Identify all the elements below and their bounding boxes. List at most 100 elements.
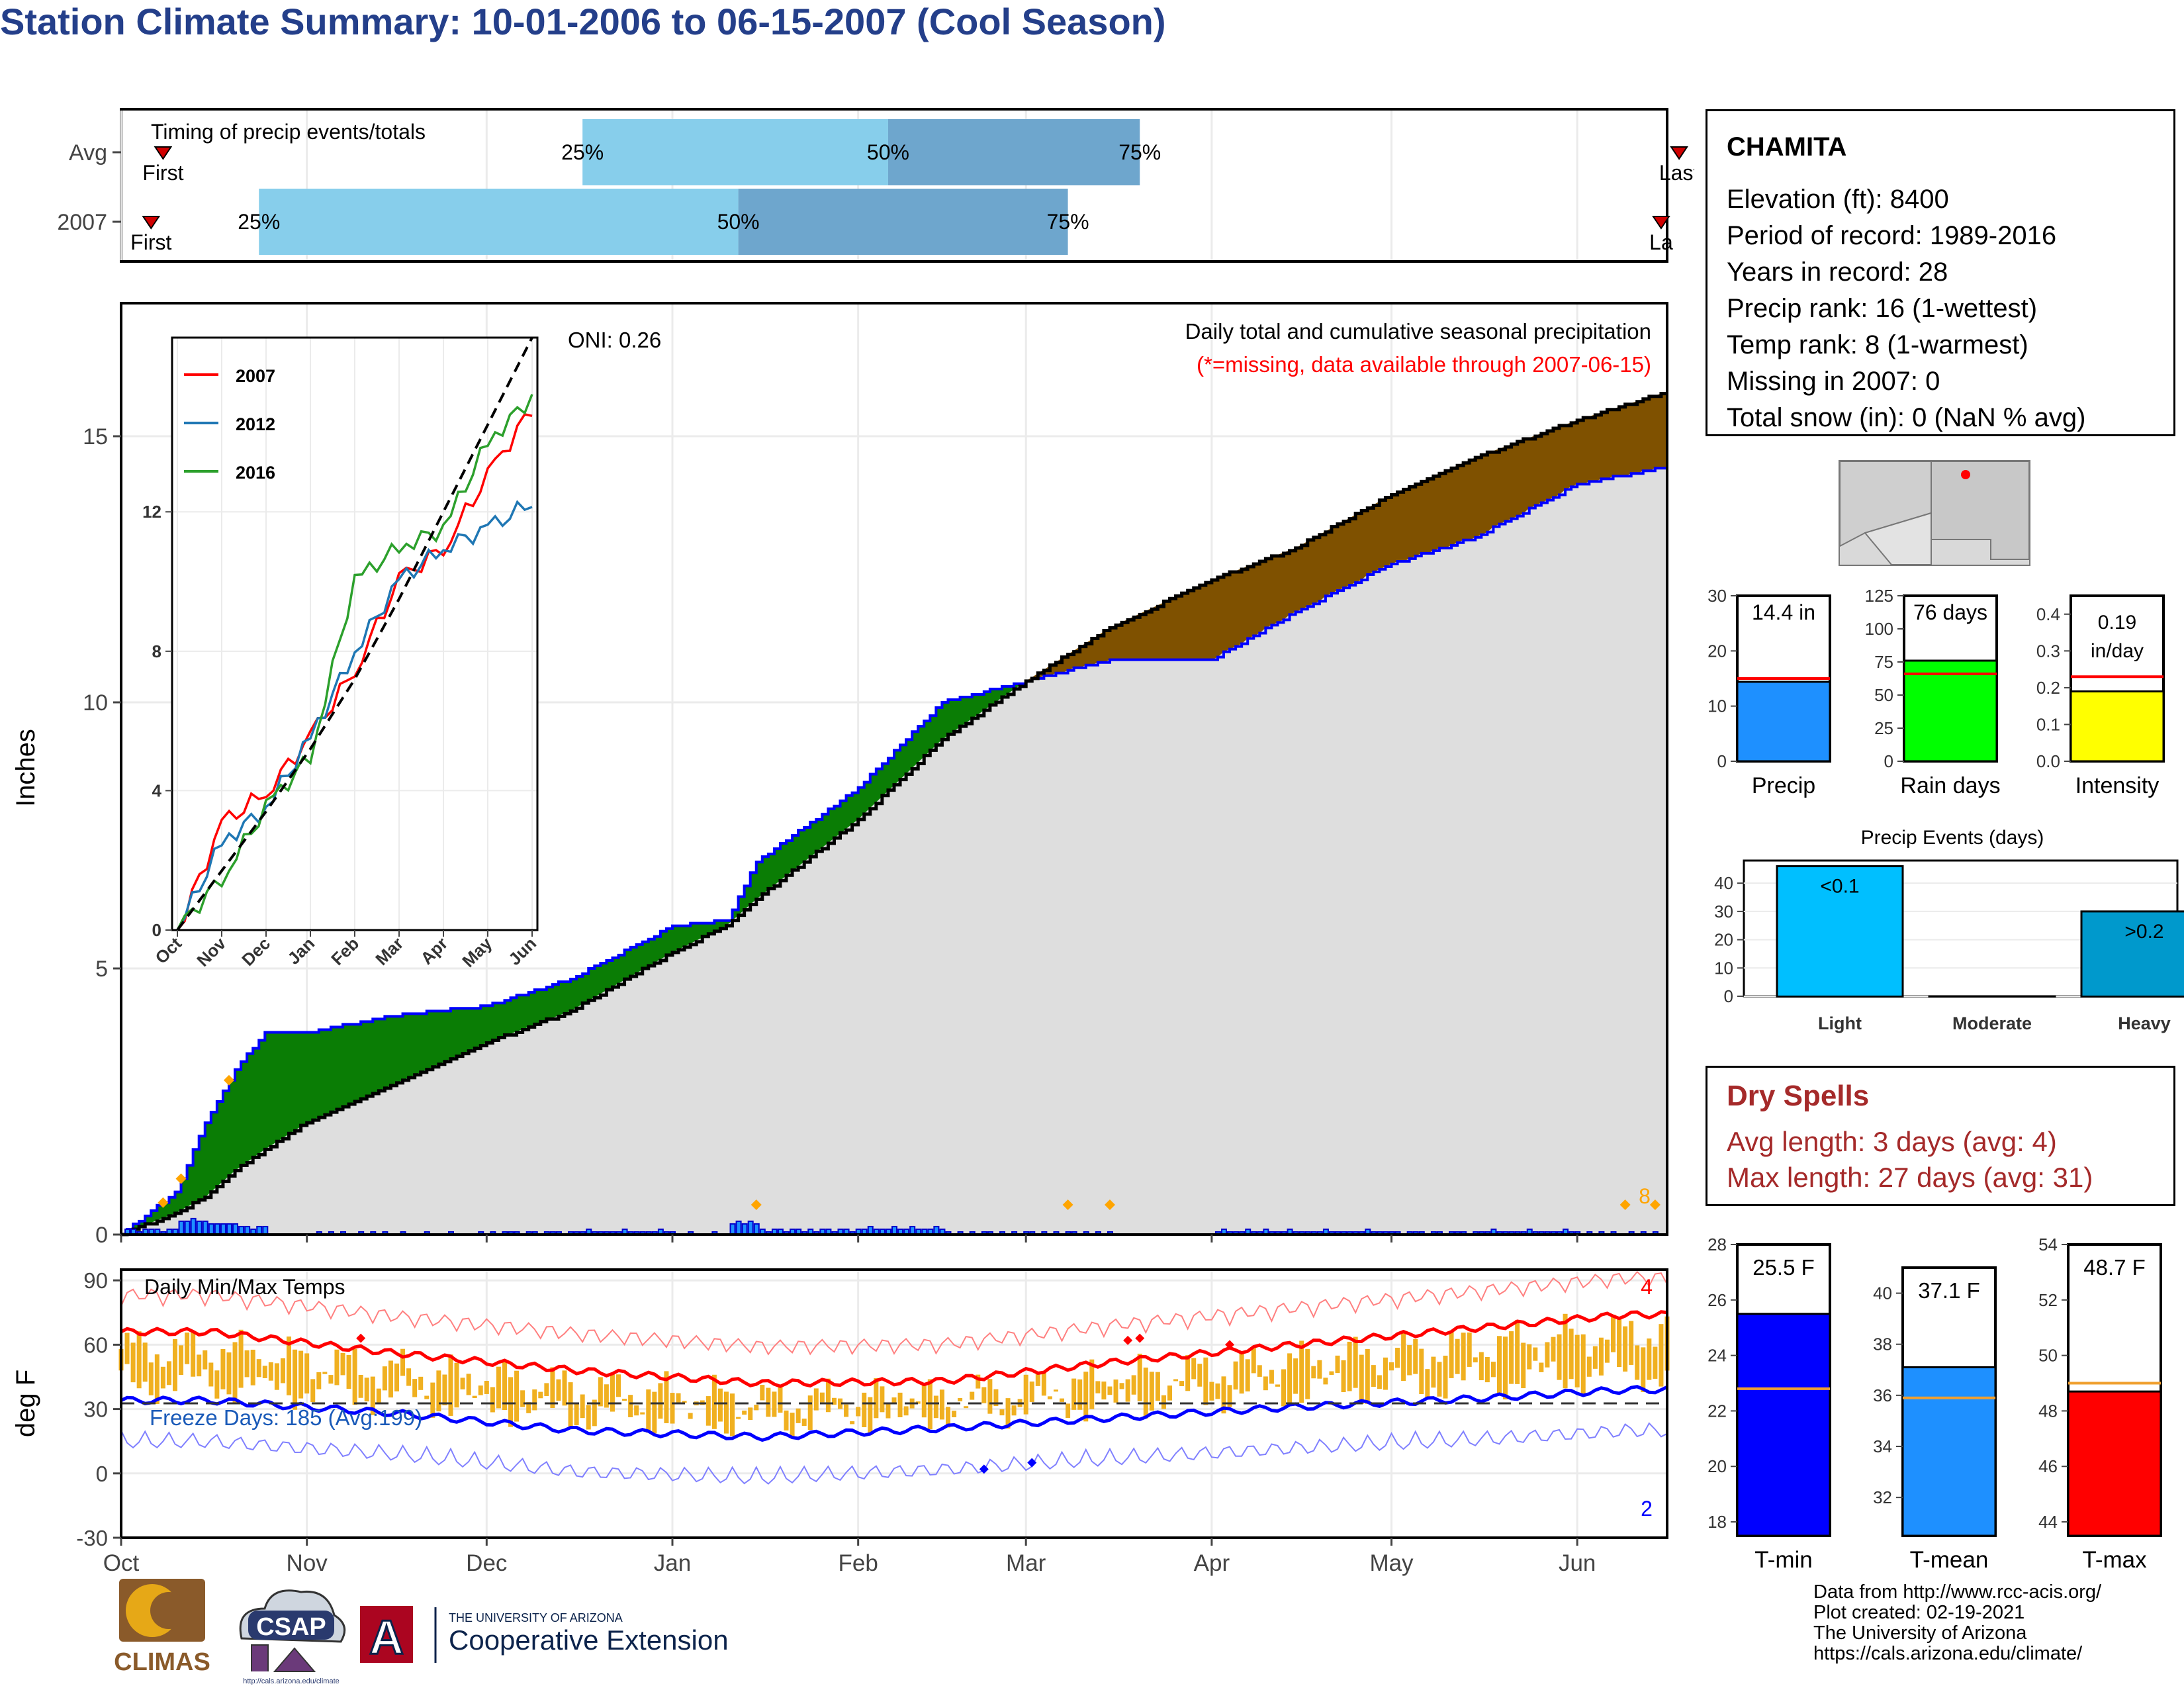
daily-precip-bar	[220, 1223, 226, 1236]
events-category-label: Moderate	[1952, 1013, 2032, 1033]
daily-temp-range-bar	[142, 1342, 148, 1382]
daily-precip-bar	[232, 1223, 239, 1236]
daily-temp-range-bar	[1401, 1331, 1406, 1382]
daily-temp-range-bar	[478, 1385, 483, 1395]
summary-tick-label: 50	[1874, 685, 1893, 705]
daily-temp-range-bar	[1275, 1384, 1280, 1387]
daily-temp-range-bar	[388, 1360, 393, 1398]
summary-bar-value-text: 0.19	[2098, 612, 2136, 633]
university-logo: A THE UNIVERSITY OF ARIZONA Cooperative …	[360, 1606, 729, 1665]
temp-summary-tick-label: 54	[2038, 1235, 2058, 1254]
cumulative-2007-area	[121, 468, 1667, 1235]
first-event-label: First	[142, 161, 183, 185]
temp-summary-value-bar	[2067, 1390, 2162, 1537]
temp-label: Daily Min/Max Temps	[144, 1275, 345, 1299]
daily-temp-range-bar	[790, 1413, 795, 1437]
daily-temp-range-bar	[903, 1406, 909, 1416]
summary-bar-label: Rain days	[1900, 773, 2000, 798]
daily-temp-range-bar	[538, 1391, 543, 1399]
dry-spells-title: Dry Spells	[1727, 1080, 1870, 1112]
daily-temp-range-bar	[220, 1348, 226, 1389]
daily-temp-range-bar	[1509, 1331, 1514, 1384]
daily-temp-range-bar	[652, 1391, 657, 1434]
freeze-days: Freeze Days: 185 (Avg:199)	[150, 1405, 422, 1430]
month-label: Jan	[654, 1550, 691, 1576]
daily-temp-range-bar	[1629, 1321, 1634, 1365]
daily-temp-range-bar	[406, 1368, 412, 1386]
daily-temp-range-bar	[1311, 1366, 1316, 1379]
daily-temp-range-bar	[610, 1374, 615, 1412]
daily-precip-bar	[747, 1220, 754, 1236]
footer-url: https://cals.arizona.edu/climate/	[1813, 1643, 2083, 1664]
daily-temp-range-bar	[1653, 1346, 1658, 1379]
daily-temp-range-bar	[705, 1396, 711, 1426]
month-label: May	[1369, 1550, 1414, 1576]
daily-temp-range-bar	[568, 1382, 573, 1427]
daily-temp-range-bar	[664, 1371, 669, 1423]
daily-temp-range-bar	[1149, 1372, 1154, 1411]
daily-temp-range-bar	[640, 1412, 645, 1415]
daily-temp-range-bar	[778, 1385, 783, 1413]
daily-temp-range-bar	[784, 1410, 789, 1430]
daily-temp-range-bar	[586, 1405, 591, 1430]
daily-temp-range-bar	[1484, 1357, 1490, 1383]
temp-summary-value-bar	[1736, 1313, 1831, 1537]
inset-x-tick-label: Jan	[283, 933, 318, 968]
summary-tick-label: 20	[1707, 641, 1727, 661]
daily-temp-range-bar	[838, 1398, 843, 1409]
station-snow: Total snow (in): 0 (NaN % avg)	[1727, 403, 2086, 432]
daily-temp-range-bar	[340, 1352, 345, 1376]
daily-temp-range-bar	[796, 1408, 801, 1423]
inset-legend: 2007 2012 2016	[184, 366, 275, 483]
cold-count: 2	[1641, 1497, 1653, 1521]
temp-summary-value-text: 37.1 F	[1918, 1278, 1980, 1303]
daily-temp-range-bar	[1191, 1358, 1197, 1380]
daily-temp-range-bar	[1011, 1405, 1017, 1416]
temp-summary-tick-label: 44	[2038, 1512, 2058, 1532]
daily-temp-range-bar	[1479, 1352, 1484, 1381]
daily-temp-range-bar	[490, 1387, 495, 1413]
daily-temp-range-bar	[472, 1395, 477, 1399]
timing-bar-q25-q50	[259, 189, 739, 255]
summary-bars: 0 10 20 30 14.4 in Precip 0 25 50 75 100 125 76 days…	[1707, 586, 2165, 798]
summary-tick-label: 0.3	[2036, 641, 2060, 661]
daily-temp-range-bar	[993, 1389, 999, 1407]
daily-temp-range-bar	[1167, 1385, 1172, 1401]
station-period: Period of record: 1989-2016	[1727, 221, 2057, 250]
daily-temp-range-bar	[868, 1397, 873, 1436]
temp-record-marker	[356, 1333, 366, 1343]
daily-temp-range-bar	[1041, 1372, 1046, 1396]
legend-2016: 2016	[236, 463, 275, 483]
daily-temp-range-bar	[1623, 1326, 1628, 1372]
missing-marker	[1062, 1199, 1073, 1210]
daily-temp-range-bar	[298, 1350, 304, 1399]
daily-temp-range-bar	[1389, 1362, 1394, 1371]
daily-temp-range-bar	[580, 1394, 585, 1419]
last-event-label: La	[1649, 230, 1673, 254]
daily-temp-range-bar	[430, 1382, 435, 1418]
precip-chart: 0 5 10 15 Inches Daily total and cumulative…	[11, 302, 1668, 1248]
daily-temp-range-bar	[856, 1407, 861, 1417]
daily-temp-range-bar	[382, 1366, 387, 1391]
daily-temp-range-bar	[370, 1376, 375, 1415]
temp-summary-tick-label: 28	[1707, 1235, 1727, 1254]
daily-temp-range-bar	[688, 1413, 693, 1419]
station-info-box: CHAMITA Elevation (ft): 8400 Period of r…	[1706, 109, 2175, 436]
summary-tick-label: 0.4	[2036, 604, 2060, 624]
daily-temp-range-bar	[1347, 1341, 1352, 1391]
summary-tick-label: 0.0	[2036, 751, 2060, 771]
temp-record-marker	[1135, 1333, 1145, 1343]
temp-summary-label: T-max	[2082, 1547, 2147, 1573]
temp-summary-tick-label: 34	[1873, 1436, 1892, 1456]
daily-temp-range-bar	[1455, 1338, 1460, 1374]
daily-temp-range-bar	[484, 1380, 489, 1394]
daily-temp-range-bar	[1413, 1338, 1418, 1374]
daily-temp-range-bar	[958, 1397, 963, 1401]
daily-temp-range-bar	[1143, 1367, 1148, 1419]
daily-temp-range-bar	[1533, 1347, 1538, 1361]
daily-temp-range-bar	[244, 1350, 250, 1378]
summary-tick-label: 0.1	[2036, 714, 2060, 734]
main-y-tick-label: 10	[83, 690, 108, 716]
daily-temp-range-bar	[1071, 1378, 1077, 1410]
daily-temp-range-bar	[1293, 1358, 1298, 1394]
